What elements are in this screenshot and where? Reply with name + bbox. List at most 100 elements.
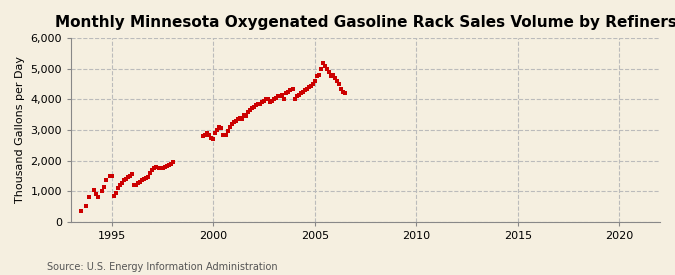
Point bbox=[293, 92, 304, 97]
Point bbox=[111, 191, 122, 195]
Point bbox=[279, 97, 290, 101]
Point bbox=[143, 175, 154, 180]
Point bbox=[315, 67, 326, 71]
Point bbox=[76, 209, 87, 213]
Point bbox=[145, 170, 156, 175]
Point bbox=[234, 116, 245, 120]
Point bbox=[236, 117, 247, 121]
Point bbox=[311, 74, 322, 79]
Point bbox=[165, 161, 176, 166]
Point bbox=[92, 194, 103, 199]
Point bbox=[238, 112, 249, 117]
Point bbox=[125, 174, 136, 178]
Point bbox=[323, 70, 334, 74]
Point bbox=[167, 160, 178, 164]
Point bbox=[299, 88, 310, 92]
Point bbox=[228, 120, 239, 125]
Point bbox=[291, 94, 302, 98]
Point bbox=[256, 100, 267, 104]
Point bbox=[259, 99, 269, 103]
Point bbox=[250, 103, 261, 108]
Point bbox=[81, 204, 92, 209]
Point bbox=[139, 177, 150, 182]
Point bbox=[105, 174, 115, 179]
Point bbox=[232, 117, 243, 121]
Point bbox=[163, 163, 174, 167]
Point bbox=[200, 132, 211, 137]
Point bbox=[309, 79, 320, 83]
Text: Source: U.S. Energy Information Administration: Source: U.S. Energy Information Administ… bbox=[47, 262, 278, 272]
Point bbox=[212, 128, 223, 132]
Y-axis label: Thousand Gallons per Day: Thousand Gallons per Day bbox=[15, 56, 25, 204]
Point bbox=[137, 178, 148, 183]
Point bbox=[149, 166, 160, 170]
Point bbox=[321, 67, 332, 71]
Point bbox=[330, 76, 341, 80]
Point bbox=[340, 91, 351, 95]
Point bbox=[297, 89, 308, 94]
Point bbox=[84, 195, 95, 199]
Point bbox=[261, 97, 271, 101]
Point bbox=[254, 102, 265, 106]
Point bbox=[113, 186, 124, 190]
Point bbox=[283, 89, 294, 94]
Point bbox=[198, 134, 209, 138]
Point bbox=[224, 125, 235, 129]
Point bbox=[97, 189, 107, 193]
Point bbox=[273, 94, 284, 98]
Point bbox=[131, 183, 142, 187]
Point bbox=[220, 132, 231, 137]
Point bbox=[218, 132, 229, 137]
Point bbox=[208, 137, 219, 141]
Point bbox=[281, 91, 292, 95]
Point bbox=[271, 96, 281, 100]
Point bbox=[206, 135, 217, 140]
Point bbox=[313, 73, 324, 77]
Point bbox=[267, 99, 277, 103]
Point bbox=[135, 180, 146, 184]
Point bbox=[226, 122, 237, 126]
Point bbox=[119, 178, 130, 183]
Point bbox=[277, 92, 288, 97]
Point bbox=[147, 167, 158, 172]
Point bbox=[275, 94, 286, 98]
Point bbox=[240, 114, 251, 118]
Point bbox=[242, 109, 253, 114]
Point bbox=[204, 132, 215, 137]
Point bbox=[101, 178, 111, 183]
Point bbox=[216, 126, 227, 131]
Point bbox=[244, 108, 255, 112]
Point bbox=[305, 83, 316, 88]
Point bbox=[334, 82, 345, 86]
Point bbox=[210, 131, 221, 135]
Point bbox=[129, 183, 140, 187]
Point bbox=[319, 64, 330, 68]
Point bbox=[338, 89, 349, 94]
Point bbox=[151, 164, 162, 169]
Point bbox=[332, 79, 343, 83]
Point bbox=[263, 97, 273, 101]
Point bbox=[307, 82, 318, 86]
Point bbox=[107, 174, 117, 178]
Point bbox=[252, 102, 263, 106]
Point bbox=[214, 125, 225, 129]
Point bbox=[159, 164, 170, 169]
Point bbox=[328, 73, 339, 77]
Point bbox=[109, 194, 119, 198]
Point bbox=[248, 105, 259, 109]
Point bbox=[285, 88, 296, 92]
Point bbox=[141, 176, 152, 180]
Point bbox=[115, 183, 126, 187]
Point bbox=[230, 119, 241, 123]
Point bbox=[289, 97, 300, 101]
Point bbox=[88, 187, 99, 192]
Point bbox=[90, 192, 101, 196]
Point bbox=[301, 86, 312, 91]
Point bbox=[133, 181, 144, 186]
Point bbox=[269, 97, 279, 101]
Point bbox=[99, 184, 109, 189]
Title: Monthly Minnesota Oxygenated Gasoline Rack Sales Volume by Refiners: Monthly Minnesota Oxygenated Gasoline Ra… bbox=[55, 15, 675, 30]
Point bbox=[157, 166, 168, 170]
Point bbox=[246, 106, 257, 111]
Point bbox=[121, 177, 132, 182]
